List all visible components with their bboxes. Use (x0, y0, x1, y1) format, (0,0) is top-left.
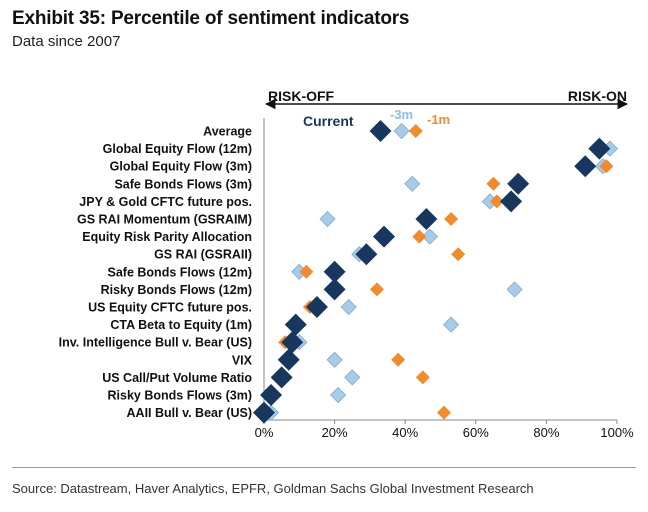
marker-current (270, 366, 293, 389)
x-tick-label: 40% (392, 425, 418, 440)
sentiment-scatter-chart: 0% 20% 40% 60% 80% 100% RISK-OFF RISK-ON Averag… (59, 88, 634, 440)
category-label: AAII Bull v. Bear (US) (127, 406, 252, 420)
marker-3m (404, 175, 421, 192)
category-label: Equity Risk Parity Allocation (82, 230, 252, 244)
marker-1m (437, 405, 452, 420)
marker-3m (421, 228, 438, 245)
marker-current (323, 278, 346, 301)
marker-1m (299, 264, 314, 279)
x-tick-label: 60% (463, 425, 489, 440)
marker-current (369, 120, 392, 142)
marker-1m (369, 282, 384, 297)
marker-current (588, 137, 611, 160)
marker-1m (408, 124, 423, 138)
marker-3m (326, 351, 343, 368)
marker-1m (489, 194, 504, 209)
marker-current (260, 384, 283, 406)
category-label: Global Equity Flow (3m) (110, 160, 252, 174)
marker-1m (412, 229, 427, 244)
legend: Current -3m -1m (303, 107, 450, 129)
chart-axes: 0% 20% 40% 60% 80% 100% RISK-OFF RISK-ON (255, 88, 634, 440)
x-tick-label: 100% (600, 425, 634, 440)
category-label: Safe Bonds Flows (12m) (108, 265, 252, 279)
category-label: CTA Beta to Equity (1m) (110, 318, 252, 332)
marker-current (373, 225, 396, 248)
category-label: Risky Bonds Flows (12m) (101, 283, 252, 297)
marker-3m (330, 386, 347, 404)
category-label: GS RAI (GSRAII) (154, 248, 252, 262)
marker-current (574, 155, 597, 178)
category-label: Global Equity Flow (12m) (103, 142, 252, 156)
marker-current (355, 243, 378, 266)
marker-3m (344, 369, 361, 386)
chart-marks (253, 120, 619, 424)
marker-1m (486, 176, 501, 191)
marker-current (323, 260, 346, 283)
legend-1m: -1m (427, 112, 450, 127)
risk-off-label: RISK-OFF (268, 88, 335, 104)
category-label: JPY & Gold CFTC future pos. (79, 195, 252, 209)
marker-current (277, 348, 300, 371)
risk-on-label: RISK-ON (568, 88, 627, 104)
category-labels: Average Global Equity Flow (12m) Global Eq… (59, 125, 253, 421)
marker-1m (391, 352, 406, 367)
x-tick-label: 0% (255, 425, 274, 440)
marker-3m (319, 210, 336, 228)
marker-3m (443, 316, 460, 333)
category-label: Risky Bonds Flows (3m) (108, 389, 252, 403)
marker-1m (451, 247, 466, 262)
category-label: GS RAI Momentum (GSRAIM) (77, 213, 252, 227)
marker-1m (599, 159, 614, 174)
marker-current (415, 208, 438, 230)
x-tick-label: 80% (533, 425, 559, 440)
marker-3m (393, 122, 410, 140)
marker-current (305, 296, 328, 318)
footer-divider (12, 467, 636, 468)
category-label: VIX (232, 353, 253, 367)
legend-current: Current (303, 113, 354, 129)
chart-subtitle: Data since 2007 (12, 33, 121, 50)
marker-current (253, 401, 275, 424)
x-tick-label: 20% (322, 425, 348, 440)
marker-current (281, 331, 304, 354)
marker-current (500, 190, 523, 213)
marker-1m (415, 370, 430, 385)
chart-title: Exhibit 35: Percentile of sentiment indi… (12, 8, 410, 29)
marker-3m (506, 281, 523, 298)
marker-current (507, 172, 530, 195)
marker-current (284, 313, 307, 336)
marker-1m (444, 212, 459, 226)
legend-3m: -3m (390, 107, 413, 122)
category-label: Inv. Intelligence Bull v. Bear (US) (59, 336, 252, 350)
source-note: Source: Datastream, Haver Analytics, EPF… (12, 481, 534, 496)
category-label: US Equity CFTC future pos. (88, 301, 252, 315)
category-label: Average (203, 125, 252, 139)
category-label: Safe Bonds Flows (3m) (114, 177, 252, 191)
category-label: US Call/Put Volume Ratio (102, 371, 252, 385)
marker-3m (340, 298, 357, 316)
